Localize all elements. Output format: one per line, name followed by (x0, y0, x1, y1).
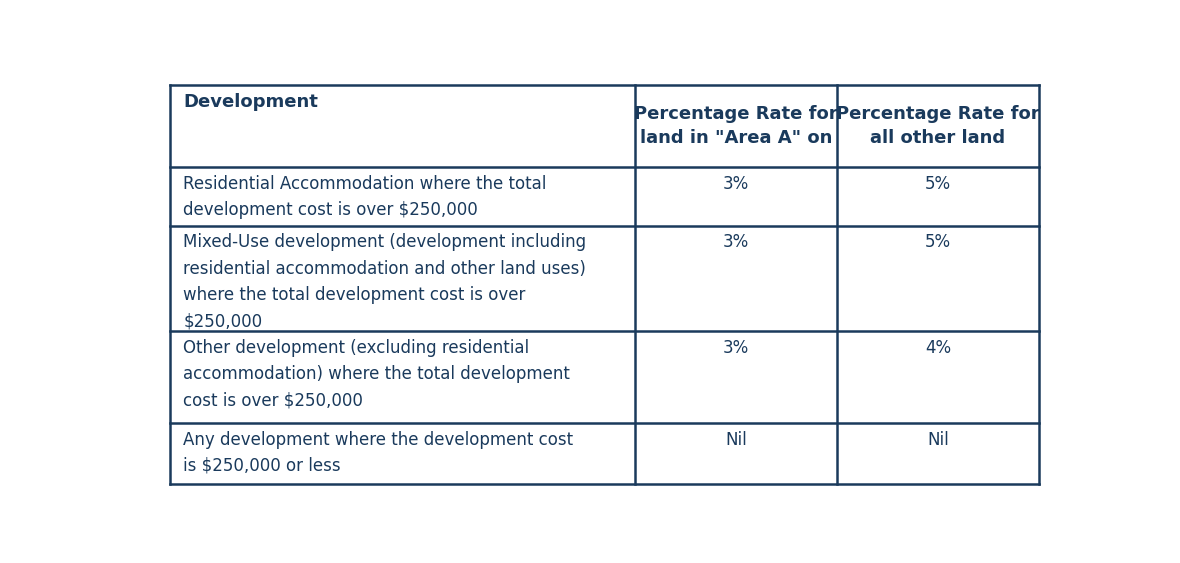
Text: 5%: 5% (925, 175, 951, 193)
Text: Other development (excluding residential
accommodation) where the total developm: Other development (excluding residential… (183, 339, 570, 410)
Text: 3%: 3% (723, 339, 749, 357)
Text: 3%: 3% (723, 175, 749, 193)
Text: Nil: Nil (725, 431, 747, 449)
Text: Residential Accommodation where the total
development cost is over $250,000: Residential Accommodation where the tota… (183, 175, 546, 219)
Text: 4%: 4% (925, 339, 951, 357)
Text: Percentage Rate for
all other land: Percentage Rate for all other land (837, 105, 1040, 147)
Text: 3%: 3% (723, 234, 749, 252)
Text: Any development where the development cost
is $250,000 or less: Any development where the development co… (183, 431, 573, 475)
Text: 5%: 5% (925, 234, 951, 252)
Text: Nil: Nil (927, 431, 949, 449)
Text: Development: Development (183, 93, 319, 111)
Text: Mixed-Use development (development including
residential accommodation and other: Mixed-Use development (development inclu… (183, 234, 586, 330)
Text: Percentage Rate for
land in "Area A" on: Percentage Rate for land in "Area A" on (634, 105, 838, 147)
